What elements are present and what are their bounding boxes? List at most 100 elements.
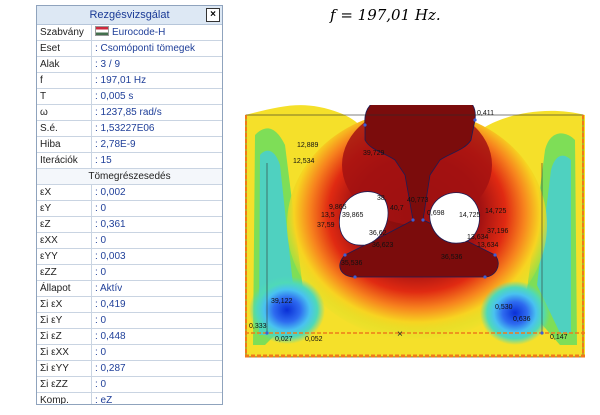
row-iterations: Iterációk : 15 [37,153,222,169]
row-mass: εZ: 0,361 [37,217,222,233]
plot-label: 0,636 [513,316,531,323]
center-marker-icon: × [397,329,403,340]
row-value: : 0 [95,203,107,214]
row-standard: Szabvány Eurocode-H [37,25,222,41]
plot-label: 0,147 [550,334,568,341]
row-value[interactable]: : Aktív [95,283,123,294]
plot-label: 13,634 [477,242,499,249]
plot-label: 14,725 [459,212,481,219]
close-icon[interactable]: × [206,8,220,22]
row-label: f [37,73,92,88]
plot-label: 0,027 [275,336,293,343]
bolt-hole [338,191,389,246]
row-label: εYY [37,249,92,264]
row-value: : 0 [95,235,107,246]
frequency-formula: f = 197,01 Hz. [330,6,441,24]
plot-label: 0,333 [249,323,267,330]
row-value: : 0,003 [95,251,126,262]
row-label: εZ [37,217,92,232]
row-label: εX [37,185,92,200]
row-mass: Σi εYY: 0,287 [37,361,222,377]
row-mass: Σi εZ: 0,448 [37,329,222,345]
row-value: : 1,53227E06 [95,123,155,134]
row-label: Iterációk [37,153,92,168]
row-value: : 0 [95,267,107,278]
row-label: Σi εZZ [37,377,92,392]
plot-label: 37,196 [487,228,509,235]
row-error: Hiba : 2,78E-9 [37,137,222,153]
plot-label: 0,411 [477,110,494,117]
blue-zone [480,281,550,345]
plot-label: 35,536 [341,260,363,267]
row-mass: εXX: 0 [37,233,222,249]
row-value[interactable]: : Csomóponti tömegek [95,43,196,54]
plot-label: 39,122 [271,298,293,305]
row-value: : 1237,85 rad/s [95,107,162,118]
row-value[interactable]: : 3 / 9 [95,59,121,70]
row-value: : 0 [95,315,107,326]
row-value: : 0,002 [95,187,126,198]
mode-shape-plot: × 0,411 12,889 12,534 39,729 40,773 38, … [245,105,585,358]
bolt-hole [429,192,480,244]
plot-label: 13,5 [321,212,335,219]
node-point [411,218,415,222]
node-point [363,123,367,127]
row-mass: Σi εXX: 0 [37,345,222,361]
row-mass: Σi εX: 0,419 [37,297,222,313]
plot-label: 39,729 [363,150,385,157]
row-label: Komp. [37,393,92,404]
plot-label: 0,698 [427,210,445,217]
row-label: Σi εX [37,297,92,312]
row-mass: εZZ: 0 [37,265,222,281]
node-point [493,253,497,257]
blue-zone [249,276,325,344]
row-label: Eset [37,41,92,56]
row-period: T : 0,005 s [37,89,222,105]
plot-label: 0,052 [305,336,323,343]
row-label: εZZ [37,265,92,280]
row-mass: Σi εY: 0 [37,313,222,329]
plot-label: 14,725 [485,208,507,215]
row-value: : 0,361 [95,219,126,230]
row-frequency: f : 197,01 Hz [37,73,222,89]
row-label: Σi εYY [37,361,92,376]
plot-label: 40,7 [390,205,404,212]
row-component: Komp.: eZ [37,393,222,405]
row-omega: ω : 1237,85 rad/s [37,105,222,121]
node-point [353,275,357,279]
row-label: Hiba [37,137,92,152]
plot-label: 0,530 [495,304,513,311]
node-point [421,218,425,222]
row-label: T [37,89,92,104]
node-point [265,331,269,335]
plot-label: 36,536 [441,254,463,261]
row-mass: εX: 0,002 [37,185,222,201]
plot-label: 13,634 [467,234,489,241]
standard-value[interactable]: Eurocode-H [92,25,165,40]
plot-label: 12,889 [297,142,319,149]
plot-label: 37,59 [317,222,335,229]
row-label: ω [37,105,92,120]
plot-label: 9,865 [329,204,347,211]
plot-label: 39,865 [342,212,364,219]
panel-title: Rezgésvizsgálat [89,9,170,21]
row-value: : 0,448 [95,331,126,342]
row-label: Σi εZ [37,329,92,344]
node-point [540,331,544,335]
row-mass: Σi εZZ: 0 [37,377,222,393]
row-label: εXX [37,233,92,248]
row-value: : 197,01 Hz [95,75,147,86]
row-case: Eset : Csomóponti tömegek [37,41,222,57]
row-value: : 0 [95,379,107,390]
row-value[interactable]: : eZ [95,395,113,405]
row-value: Eurocode-H [112,27,166,38]
plot-label: 12,534 [293,158,315,165]
vibration-analysis-panel: Rezgésvizsgálat × Szabvány Eurocode-H Es… [36,5,223,405]
row-mass: εY: 0 [37,201,222,217]
plot-label: 36,623 [372,242,394,249]
row-label: Szabvány [37,25,92,40]
plot-label: 36,62 [369,230,387,237]
row-label: Alak [37,57,92,72]
row-eigenvalue: S.é. : 1,53227E06 [37,121,222,137]
row-value: : 0,419 [95,299,126,310]
